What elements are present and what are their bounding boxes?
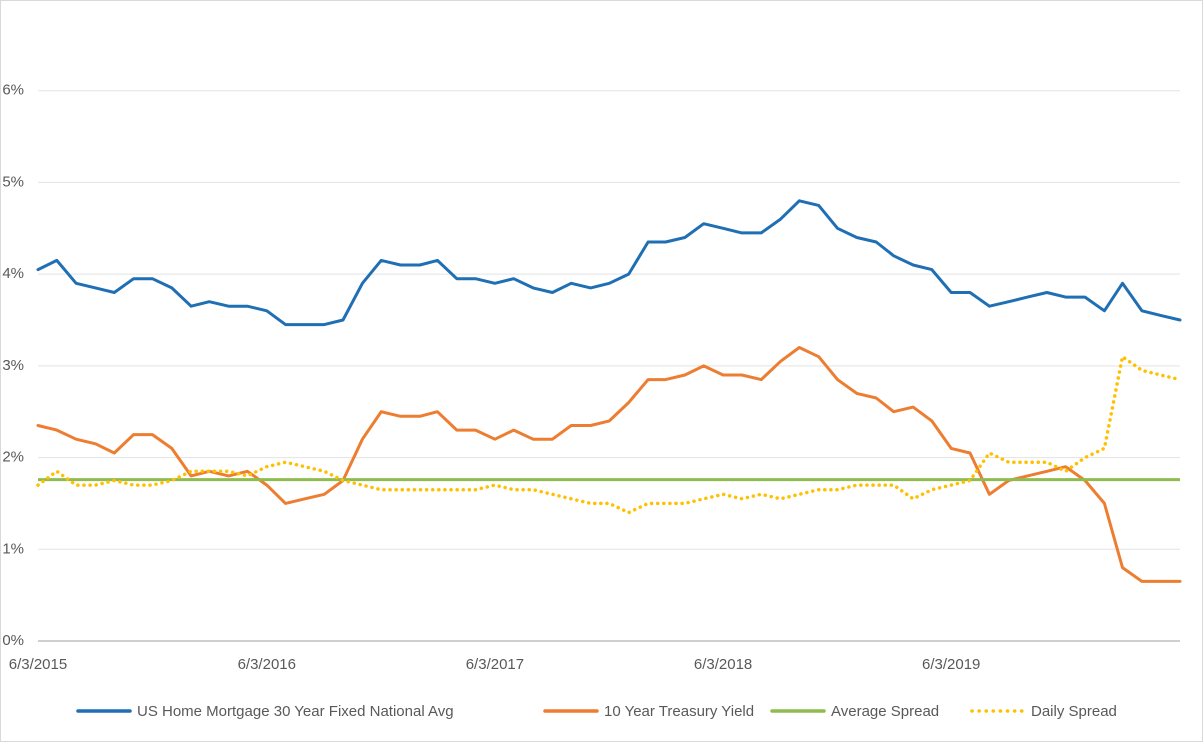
x-tick-label: 6/3/2017 (466, 656, 524, 673)
y-tick-label: 5% (2, 173, 24, 190)
x-tick-label: 6/3/2019 (922, 656, 980, 673)
y-tick-label: 6% (2, 82, 24, 99)
series-line (36, 199, 1182, 327)
y-tick-label: 2% (2, 449, 24, 466)
legend-label: US Home Mortgage 30 Year Fixed National … (137, 703, 454, 720)
x-tick-label: 6/3/2015 (9, 656, 67, 673)
series-line (36, 346, 1182, 583)
legend-label: Daily Spread (1031, 703, 1117, 720)
y-tick-label: 1% (2, 540, 24, 557)
x-tick-label: 6/3/2016 (238, 656, 296, 673)
x-tick-label: 6/3/2018 (694, 656, 752, 673)
y-tick-label: 4% (2, 265, 24, 282)
y-tick-label: 0% (2, 632, 24, 649)
y-tick-label: 3% (2, 357, 24, 374)
legend-label: 10 Year Treasury Yield (604, 703, 754, 720)
legend-label: Average Spread (831, 703, 939, 720)
